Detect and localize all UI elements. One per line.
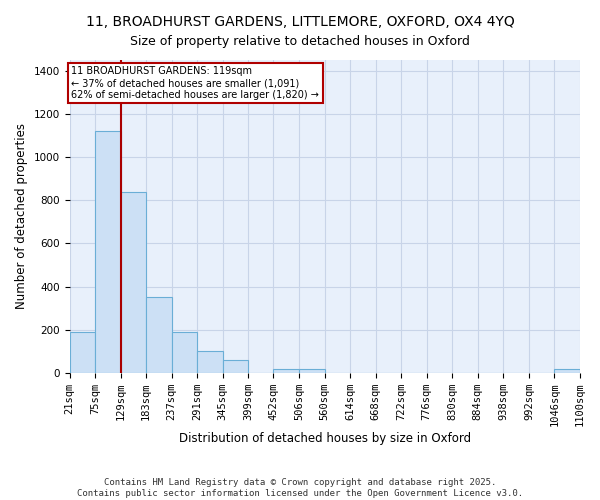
Bar: [95, 131, 121, 373]
Bar: [274, 368, 299, 373]
Text: Size of property relative to detached houses in Oxford: Size of property relative to detached ho…: [130, 35, 470, 48]
X-axis label: Distribution of detached houses by size in Oxford: Distribution of detached houses by size …: [179, 432, 471, 445]
Bar: [70, 332, 95, 373]
Bar: [121, 192, 146, 373]
Text: 11 BROADHURST GARDENS: 119sqm
← 37% of detached houses are smaller (1,091)
62% o: 11 BROADHURST GARDENS: 119sqm ← 37% of d…: [71, 66, 319, 100]
Bar: [554, 368, 580, 373]
Text: 11, BROADHURST GARDENS, LITTLEMORE, OXFORD, OX4 4YQ: 11, BROADHURST GARDENS, LITTLEMORE, OXFO…: [86, 15, 514, 29]
Y-axis label: Number of detached properties: Number of detached properties: [15, 124, 28, 310]
Text: Contains HM Land Registry data © Crown copyright and database right 2025.
Contai: Contains HM Land Registry data © Crown c…: [77, 478, 523, 498]
Bar: [223, 360, 248, 373]
Bar: [146, 298, 172, 373]
Bar: [299, 368, 325, 373]
Bar: [197, 352, 223, 373]
Bar: [172, 332, 197, 373]
